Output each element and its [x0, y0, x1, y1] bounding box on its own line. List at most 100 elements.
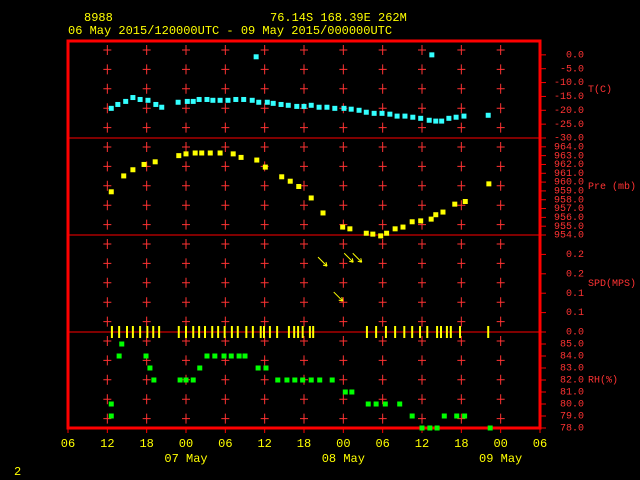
- station-id: 8988: [84, 11, 113, 25]
- data-point: [363, 109, 369, 115]
- data-point: [371, 110, 377, 116]
- data-point: [130, 95, 136, 101]
- data-point: [440, 209, 446, 215]
- data-point: [254, 157, 260, 163]
- data-point: [356, 107, 362, 113]
- x-tick-label: 06: [61, 437, 75, 451]
- y-tick-label: 962.0: [554, 160, 584, 171]
- data-point: [429, 52, 435, 58]
- data-point: [382, 401, 388, 407]
- data-point: [294, 103, 300, 109]
- y-axis-label: T(C): [588, 84, 612, 96]
- data-point: [249, 97, 255, 103]
- data-point: [145, 97, 151, 103]
- data-point: [108, 189, 114, 195]
- x-tick-label: 06: [218, 437, 232, 451]
- data-point: [212, 353, 218, 359]
- y-tick-label: -5.0: [560, 64, 584, 75]
- data-point: [255, 365, 261, 371]
- data-point: [217, 150, 223, 156]
- data-point: [409, 413, 415, 419]
- y-tick-label: 0.1: [566, 289, 584, 300]
- data-point: [279, 174, 285, 180]
- data-point: [426, 117, 432, 123]
- data-point: [452, 201, 458, 207]
- data-point: [137, 96, 143, 102]
- data-point: [284, 377, 290, 383]
- data-point: [190, 98, 196, 104]
- data-point: [462, 198, 468, 204]
- data-point: [217, 97, 223, 103]
- data-point: [228, 353, 234, 359]
- data-point: [409, 219, 415, 225]
- data-point: [342, 389, 348, 395]
- data-point: [108, 401, 114, 407]
- data-point: [262, 164, 268, 170]
- data-point: [152, 159, 158, 165]
- data-point: [341, 105, 347, 111]
- day-label: 08 May: [322, 452, 365, 466]
- data-point: [433, 212, 439, 218]
- data-point: [365, 401, 371, 407]
- data-point: [394, 113, 400, 119]
- data-point: [428, 216, 434, 222]
- data-point: [285, 102, 291, 108]
- data-point: [183, 377, 189, 383]
- data-point: [397, 401, 403, 407]
- data-point: [402, 113, 408, 119]
- data-point: [236, 353, 242, 359]
- data-point: [340, 224, 346, 230]
- data-point: [190, 377, 196, 383]
- data-point: [446, 115, 452, 121]
- y-tick-label: 958.0: [554, 195, 584, 206]
- data-point: [332, 105, 338, 111]
- data-point: [176, 153, 182, 159]
- data-point: [130, 167, 136, 173]
- data-point: [147, 365, 153, 371]
- wind-arrow: [343, 252, 354, 263]
- data-point: [434, 425, 440, 431]
- x-tick-label: 00: [336, 437, 350, 451]
- data-point: [123, 98, 129, 104]
- y-tick-label: 79.0: [560, 412, 584, 423]
- data-point: [256, 99, 262, 105]
- x-tick-label: 12: [257, 437, 271, 451]
- data-point: [233, 96, 239, 102]
- data-point: [308, 102, 314, 108]
- y-tick-label: -25.0: [554, 120, 584, 131]
- data-point: [439, 118, 445, 124]
- grid-cross: [457, 45, 466, 424]
- y-tick-label: 81.0: [560, 388, 584, 399]
- data-point: [159, 104, 165, 110]
- data-point: [462, 413, 468, 419]
- period: 06 May 2015/120000UTC - 09 May 2015/0000…: [68, 24, 392, 38]
- data-point: [108, 105, 114, 111]
- data-point: [329, 377, 335, 383]
- data-point: [121, 173, 127, 179]
- data-point: [197, 365, 203, 371]
- y-tick-label: 85.0: [560, 340, 584, 351]
- data-point: [177, 377, 183, 383]
- y-tick-label: -20.0: [554, 106, 584, 117]
- data-point: [418, 218, 424, 224]
- data-point: [453, 114, 459, 120]
- data-point: [301, 103, 307, 109]
- wind-arrow: [317, 256, 328, 267]
- y-tick-label: -10.0: [554, 78, 584, 89]
- y-tick-label: 0.0: [566, 50, 584, 61]
- data-point: [207, 150, 213, 156]
- data-point: [275, 377, 281, 383]
- y-tick-label: 78.0: [560, 424, 584, 435]
- data-point: [204, 353, 210, 359]
- data-point: [392, 226, 398, 232]
- data-point: [320, 210, 326, 216]
- data-point: [210, 97, 216, 103]
- y-tick-label: -15.0: [554, 92, 584, 103]
- y-tick-label: 963.0: [554, 151, 584, 162]
- y-tick-label: -30.0: [554, 134, 584, 145]
- data-point: [225, 97, 231, 103]
- data-point: [387, 111, 393, 117]
- day-label: 09 May: [479, 452, 522, 466]
- day-label: 07 May: [164, 452, 207, 466]
- data-point: [400, 224, 406, 230]
